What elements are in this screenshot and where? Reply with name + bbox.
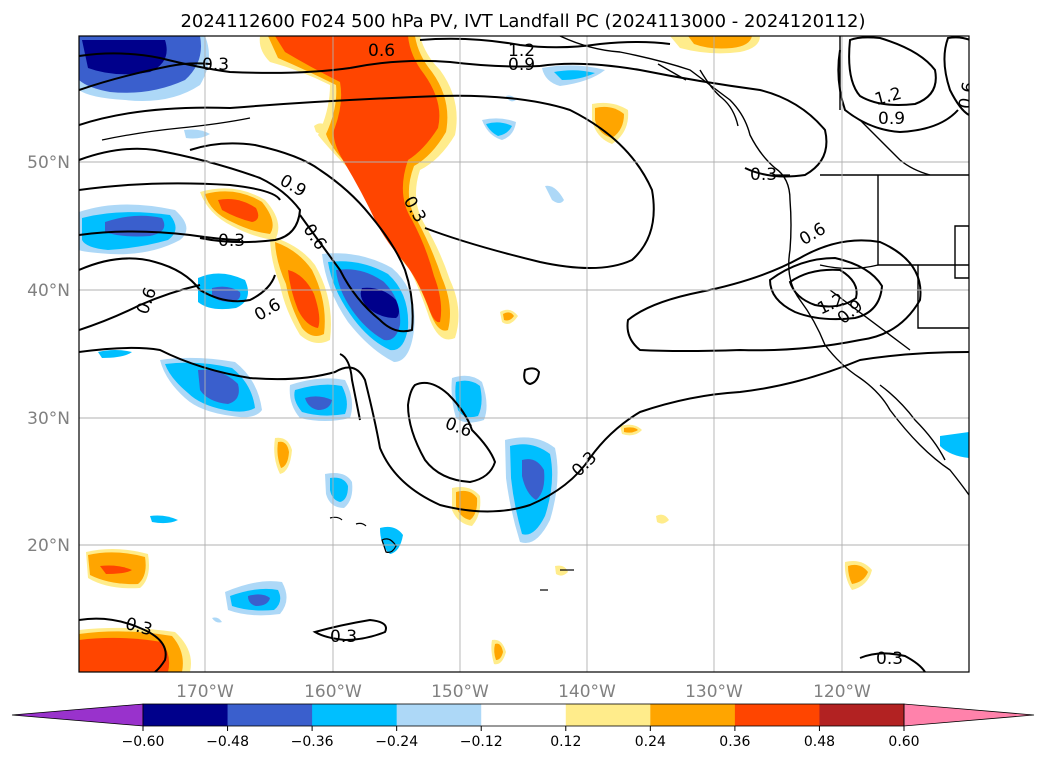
contour-label: 0.9 xyxy=(878,109,905,129)
lon-tick-label: 140°W xyxy=(558,682,616,702)
pv-positive-shading xyxy=(79,36,872,672)
colorbar-segment xyxy=(819,704,905,726)
lat-tick-label: 40°N xyxy=(27,281,70,301)
latitude-tick-labels: 50°N 40°N 30°N 20°N xyxy=(27,153,70,556)
contour-label: 0.6 xyxy=(955,80,979,110)
colorbar-segment xyxy=(565,704,651,726)
map-frame xyxy=(78,35,970,673)
lon-tick-label: 160°W xyxy=(304,682,362,702)
contour-label: 0.3 xyxy=(750,165,777,185)
coastlines xyxy=(559,36,969,496)
colorbar-frame xyxy=(142,703,905,727)
gridlines xyxy=(79,36,969,672)
lon-tick-label: 150°W xyxy=(431,682,489,702)
map-plot-area: 1.2 0.9 0.6 0.3 0.3 0.9 0.6 0.3 0.6 0.6 … xyxy=(79,36,979,672)
colorbar-tick-label: 0.36 xyxy=(719,734,750,750)
chart-title: 2024112600 F024 500 hPa PV, IVT Landfall… xyxy=(180,11,865,32)
colorbar-tick-label: −0.24 xyxy=(375,734,418,750)
lon-tick-label: 170°W xyxy=(176,682,234,702)
lat-tick-label: 50°N xyxy=(27,153,70,173)
islands xyxy=(101,117,790,591)
colorbar-segment xyxy=(650,704,736,726)
lat-tick-label: 20°N xyxy=(27,536,70,556)
lat-tick-label: 30°N xyxy=(27,409,70,429)
contour-label: 0.9 xyxy=(508,55,535,75)
colorbar-segment xyxy=(481,704,567,726)
colorbar-segment xyxy=(227,704,313,726)
contour-label: 0.3 xyxy=(202,55,229,75)
colorbar-tick-label: −0.48 xyxy=(206,734,249,750)
colorbar-tick-label: −0.12 xyxy=(460,734,503,750)
colorbar-segment xyxy=(143,704,229,726)
contour-label: 0.3 xyxy=(330,627,357,647)
colorbar-segment xyxy=(396,704,482,726)
colorbar-tick-label: 0.24 xyxy=(635,734,666,750)
lon-tick-label: 130°W xyxy=(685,682,743,702)
colorbar-tick-label: −0.60 xyxy=(122,734,165,750)
colorbar-tick-label: 0.12 xyxy=(550,734,581,750)
colorbar-segment xyxy=(312,704,398,726)
colorbar-tick-label: −0.36 xyxy=(291,734,334,750)
colorbar-extend-low xyxy=(11,703,144,727)
colorbar-segment xyxy=(734,704,820,726)
colorbar-extend-high xyxy=(903,703,1035,727)
colorbar: −0.60 −0.48 −0.36 −0.24 −0.12 0.12 0.24 0.36 0.4… xyxy=(11,703,1035,750)
contour-label: 1.2 xyxy=(508,41,535,61)
lon-tick-label: 120°W xyxy=(813,682,871,702)
colorbar-tick-label: 0.60 xyxy=(888,734,919,750)
contour-label: 0.3 xyxy=(218,231,245,251)
contour-label: 0.6 xyxy=(368,41,395,61)
longitude-tick-labels: 170°W 160°W 150°W 140°W 130°W 120°W xyxy=(176,682,871,702)
colorbar-tick-label: 0.48 xyxy=(804,734,835,750)
contour-label: 0.3 xyxy=(876,649,903,669)
